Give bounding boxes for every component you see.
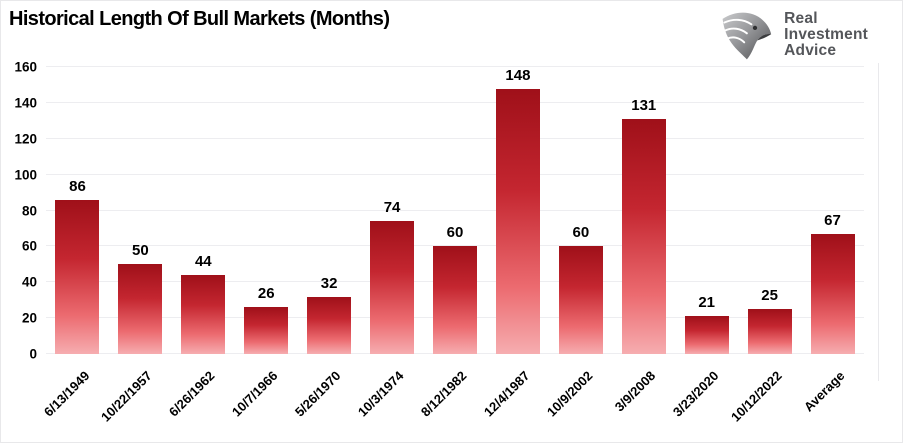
- bar-slot: 32 5/26/1970: [292, 67, 361, 420]
- brand-name: Real Investment Advice: [784, 11, 868, 59]
- bar-slot: 60 10/9/2002: [544, 67, 612, 420]
- gridline: [46, 245, 864, 247]
- bar-value-label: 86: [69, 177, 86, 195]
- bar: 131: [621, 97, 666, 354]
- bar: 60: [432, 224, 477, 354]
- bar-slot: 50 10/22/1957: [98, 67, 172, 425]
- bar-value-label: 60: [446, 224, 464, 242]
- bar-slot: 131 3/9/2008: [612, 67, 675, 414]
- bar-slot: 148 12/4/1987: [481, 67, 549, 420]
- bar: 86: [55, 178, 100, 354]
- bar: 50: [118, 242, 163, 354]
- x-axis-label: 10/3/1974: [355, 368, 407, 420]
- x-axis-label: 6/13/1949: [40, 368, 93, 420]
- bar-value-label: 74: [383, 199, 401, 217]
- bar-value-label: 32: [320, 274, 338, 292]
- x-axis-label: 12/4/1987: [481, 368, 533, 420]
- bar-slot: 74 10/3/1974: [355, 67, 424, 420]
- bar-slot: 21 3/23/2020: [670, 67, 738, 420]
- bar-value-label: 26: [257, 285, 275, 303]
- bar: 74: [370, 199, 415, 354]
- bar-value-label: 25: [761, 287, 778, 305]
- y-axis-label: 40: [21, 274, 37, 290]
- brand-line-1: Real: [784, 10, 818, 27]
- bar: 26: [244, 285, 289, 354]
- y-axis-label: 100: [14, 167, 37, 183]
- bar-slot: 86 6/13/1949: [41, 67, 109, 420]
- bar-slot: 67 Average: [801, 67, 864, 415]
- x-axis-label: Average: [800, 368, 848, 415]
- eagle-logo-icon: [722, 12, 772, 60]
- brand-logo: Real Investment Advice: [716, 9, 868, 63]
- y-axis-label: 160: [14, 59, 37, 75]
- x-axis-label: 6/26/1962: [166, 368, 218, 420]
- bar-slot: 60 8/12/1982: [418, 67, 487, 420]
- gridline: [46, 101, 864, 103]
- bar-slot: 25 10/12/2022: [728, 67, 801, 425]
- x-axis-label: 3/9/2008: [611, 368, 659, 415]
- bar: 44: [181, 253, 226, 354]
- bar-value-label: 60: [572, 224, 590, 242]
- x-axis-label: 5/26/1970: [292, 368, 344, 420]
- x-axis-label: 3/23/2020: [669, 368, 722, 420]
- gridline: [46, 137, 864, 139]
- bar: 32: [307, 275, 352, 354]
- bar-value-label: 21: [698, 294, 716, 312]
- bar-series: 86 6/13/1949 50 10/22/1957 44 6/26/1962 26 10/7…: [41, 67, 864, 425]
- bar-value-label: 44: [194, 253, 212, 271]
- bar: 148: [495, 67, 540, 354]
- brand-line-3: Advice: [784, 42, 837, 59]
- x-axis-label: 10/22/1957: [98, 368, 155, 425]
- x-axis-label: 10/12/2022: [727, 368, 785, 425]
- bar-value-label: 67: [824, 211, 841, 229]
- y-axis-label: 140: [14, 95, 37, 111]
- gridline: [46, 209, 864, 211]
- y-axis-label: 60: [21, 238, 37, 254]
- gridline: [46, 173, 864, 175]
- plot-area: 0 20 40 60 80 100 120 140 160 86 6/13/1949 50 10/22…: [14, 60, 864, 425]
- y-axis-label: 80: [21, 203, 37, 218]
- brand-line-2: Investment: [784, 26, 868, 43]
- bar-value-label: 50: [132, 242, 149, 260]
- bar: 60: [558, 224, 603, 354]
- x-axis-label: 10/7/1966: [229, 368, 281, 420]
- bar: 25: [747, 287, 792, 354]
- bar-slot: 26 10/7/1966: [229, 67, 298, 420]
- chart-title: Historical Length Of Bull Markets (Month…: [9, 8, 390, 30]
- plot-right-border: [878, 63, 879, 381]
- bar-value-label: 148: [505, 66, 531, 84]
- bar: 67: [810, 212, 855, 354]
- gridline: [46, 66, 864, 67]
- x-axis-label: 10/9/2002: [543, 368, 596, 420]
- y-axis-label: 20: [21, 310, 37, 326]
- bar-slot: 44 6/26/1962: [166, 67, 235, 420]
- bar: 21: [684, 294, 729, 354]
- y-axis-label: 0: [29, 346, 37, 362]
- y-axis-label: 120: [14, 131, 37, 147]
- bar-value-label: 131: [631, 97, 657, 115]
- x-axis-label: 8/12/1982: [418, 368, 470, 420]
